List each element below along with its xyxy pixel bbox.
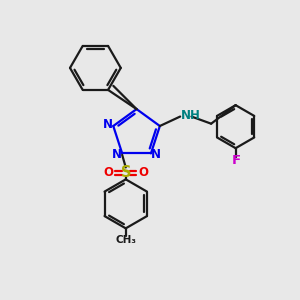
- Text: N: N: [103, 118, 113, 131]
- Text: F: F: [232, 154, 241, 167]
- Text: N: N: [112, 148, 122, 161]
- Text: O: O: [138, 166, 148, 179]
- Text: CH₃: CH₃: [115, 235, 136, 245]
- Text: S: S: [121, 165, 131, 180]
- Text: NH: NH: [181, 109, 201, 122]
- Text: O: O: [103, 166, 113, 179]
- Text: N: N: [151, 148, 161, 161]
